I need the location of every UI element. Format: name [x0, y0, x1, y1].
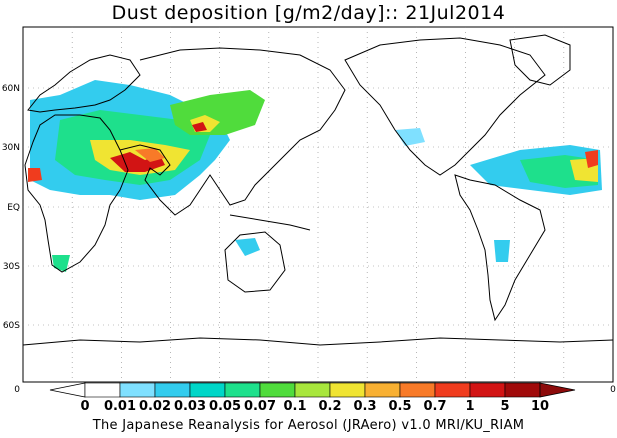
colorbar-swatch [434, 382, 471, 398]
dust-plume-taklimakan-max [192, 122, 207, 132]
colorbar-label: 0.7 [423, 399, 446, 414]
coastline-australia [224, 231, 286, 293]
colorbar-swatch [329, 382, 366, 398]
colorbar-swatch [399, 382, 436, 398]
colorbar-swatch [224, 382, 261, 398]
edge-label-left: 0 [14, 385, 20, 395]
chart-title: Dust deposition [g/m2/day]:: 21Jul2014 [111, 2, 506, 24]
colorbar-label: 10 [531, 399, 549, 414]
coastline-greenland [509, 34, 571, 86]
dust-plume-patagonia [494, 240, 510, 262]
colorbar-label: 0.02 [139, 399, 171, 414]
coastline-africa [24, 114, 129, 273]
coastline-indonesia [229, 214, 311, 231]
graticule [23, 27, 613, 382]
dust-plume-arabia-max [110, 152, 165, 172]
colorbar-swatch [119, 382, 156, 398]
colorbar-label: 0.1 [283, 399, 306, 414]
coastline-antarctica [22, 337, 614, 346]
colorbar-label: 0.5 [388, 399, 411, 414]
coastlines [22, 34, 614, 346]
coastline-south-america [454, 174, 546, 322]
coastline-asia [119, 47, 346, 216]
dust-deposition-field [28, 80, 602, 272]
edge-label-right: 0 [610, 385, 616, 395]
colorbar-label: 0.3 [353, 399, 376, 414]
coastline-europe [27, 54, 141, 113]
colorbar-swatch [504, 382, 541, 398]
colorbar-overflow-triangle [539, 382, 576, 398]
colorbar-label: 0.2 [318, 399, 341, 414]
dust-plume-west-africa [28, 168, 42, 182]
colorbar-label: 0.01 [104, 399, 136, 414]
footer-credit: The Japanese Reanalysis for Aerosol (JRA… [92, 418, 525, 433]
colorbar-swatch [189, 382, 226, 398]
colorbar: 0 0.01 0.02 0.03 0.05 0.07 0.1 0.2 0.3 0.5 0.7 1 5 10 [49, 382, 576, 414]
latitude-labels: 60N 30N EQ 30S 60S [2, 84, 20, 331]
colorbar-swatch [364, 382, 401, 398]
latitude-label: 60S [3, 321, 20, 331]
dust-plume-arabia-orange [135, 148, 165, 162]
latitude-label: 30S [3, 262, 20, 272]
map-frame [22, 26, 614, 383]
colorbar-swatch [84, 382, 121, 398]
colorbar-swatch [294, 382, 331, 398]
colorbar-label: 0.05 [209, 399, 241, 414]
dust-plume-australia [235, 238, 260, 256]
coastline-north-america [344, 37, 546, 176]
latitude-label: 60N [2, 84, 20, 94]
dust-plume-atlantic-max [585, 150, 598, 168]
colorbar-underflow-triangle [49, 382, 86, 398]
colorbar-label: 0.03 [174, 399, 206, 414]
colorbar-label: 5 [500, 399, 509, 414]
colorbar-swatch [154, 382, 191, 398]
colorbar-swatch [469, 382, 506, 398]
dust-plume-north-america [395, 128, 425, 146]
latitude-label: EQ [7, 203, 20, 213]
colorbar-swatch [259, 382, 296, 398]
latitude-label: 30N [2, 143, 20, 153]
colorbar-label: 1 [465, 399, 474, 414]
colorbar-label: 0 [80, 399, 89, 414]
colorbar-label: 0.07 [244, 399, 276, 414]
